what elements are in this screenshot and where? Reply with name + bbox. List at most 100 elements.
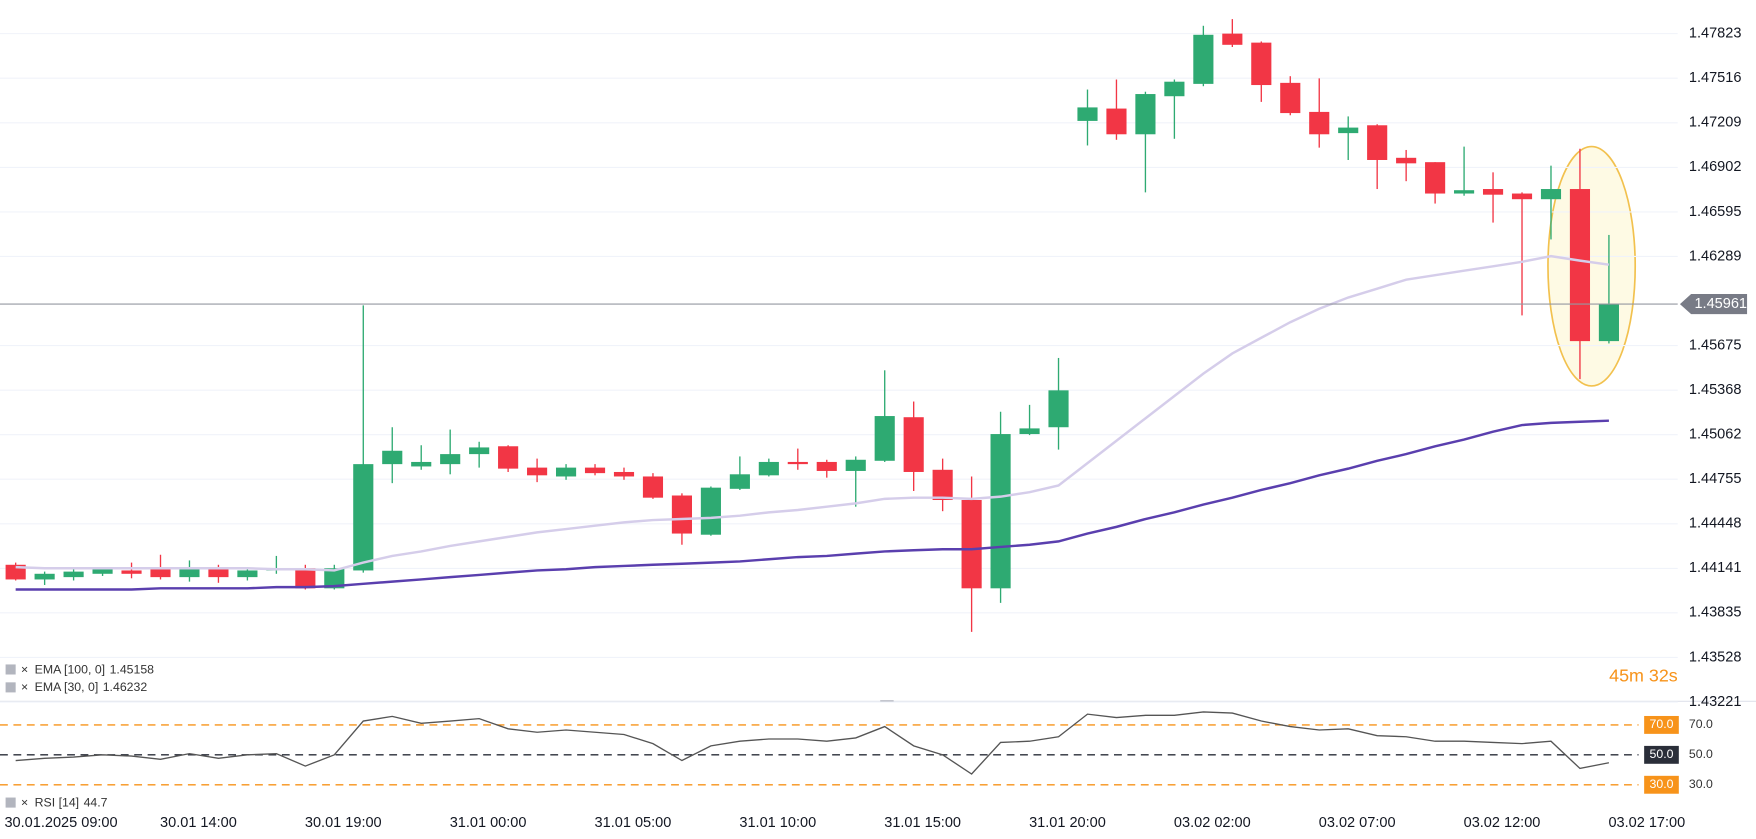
candle-body [932,469,953,501]
y-tick-label: 1.46289 [1689,248,1742,264]
ema-line [15,254,1610,572]
close-icon[interactable]: × [21,662,28,676]
y-tick-label: 70.0 [1689,717,1713,731]
x-tick-label: 31.01 10:00 [739,815,816,831]
candle-body [498,446,519,469]
candle-body [758,461,779,476]
x-tick-label: 03.02 02:00 [1174,815,1251,831]
candle-body [1396,157,1417,164]
candle-body [440,454,461,465]
legend-value: 1.46232 [103,680,148,694]
candle-body [1540,189,1562,200]
level-badge-label: 70.0 [1650,717,1674,731]
level-badge-label: 50.0 [1650,747,1674,761]
candle-body [63,571,84,578]
x-tick-label: 03.02 17:00 [1608,815,1685,831]
candle-body [382,450,403,465]
candle-body [150,569,171,578]
candle-body [845,459,866,471]
x-tick-label: 03.02 12:00 [1464,815,1541,831]
grid [0,33,1678,786]
candle-body [1077,107,1098,121]
y-tick-label: 1.43835 [1689,605,1742,621]
close-icon[interactable]: × [21,795,28,809]
y-tick-label: 1.47823 [1689,25,1742,41]
candle-body [671,495,692,534]
candle-body [411,461,432,467]
x-tick-label: 31.01 20:00 [1029,815,1106,831]
candle-body [584,467,606,474]
x-tick-label: 31.01 05:00 [595,815,672,831]
rsi-line [15,711,1610,775]
price-badge-label: 1.45961 [1694,296,1747,312]
candle-body [34,573,55,580]
y-tick-label: 1.45368 [1689,382,1742,398]
candle-body [1135,94,1156,135]
candle-body [903,417,924,472]
level-badge [1644,715,1679,734]
candle-body [1106,108,1127,135]
candle-body [1598,304,1619,342]
y-tick-label: 1.44448 [1689,516,1742,532]
x-tick-label: 30.01 19:00 [305,815,382,831]
y-tick-label: 1.45062 [1689,426,1742,442]
candle-body [208,567,229,578]
x-tick-label: 03.02 07:00 [1319,815,1396,831]
x-tick-label: 30.01 14:00 [160,815,237,831]
y-tick-label: 1.46902 [1689,159,1742,175]
y-tick-label: 1.44755 [1689,471,1742,487]
overlay: 1.47823 1.47516 1.47209 1.46902 1.46595 1.462… [0,25,1748,831]
candle-body [527,467,548,476]
y-tick-label: 1.47209 [1689,115,1742,131]
candle-body [121,570,142,574]
settings-icon[interactable] [5,682,16,693]
highlight-ellipse [1547,145,1637,387]
level-badge [1644,775,1679,794]
y-tick-label: 1.45675 [1689,337,1742,353]
settings-icon[interactable] [5,797,16,808]
candle-body [961,500,982,589]
candle-body [613,471,635,477]
level-badge [1644,745,1679,764]
y-tick-label: 50.0 [1689,747,1713,761]
x-tick-label: 31.01 15:00 [884,815,961,831]
y-tick-label: 1.43221 [1689,694,1742,710]
candle-body [179,569,200,578]
candle-body [237,570,258,578]
candle-body [1482,189,1504,195]
candle-body [1511,193,1533,200]
close-icon[interactable]: × [21,680,28,694]
candle-body [469,447,490,455]
price-badge [1679,294,1748,315]
candle-body [1019,428,1040,435]
candle-body [1048,390,1069,428]
candle-body [1309,111,1330,135]
candle-body [816,461,837,471]
candle-body [1164,81,1185,97]
candle-body [1425,162,1446,194]
y-tick-label: 1.43528 [1689,649,1742,665]
candle-body [1338,127,1359,134]
plot [5,19,1619,775]
countdown: 45m 32s [1609,665,1678,685]
x-tick-label: 30.01.2025 09:00 [4,815,117,831]
candle-body [990,434,1011,589]
candle-body [1569,189,1591,342]
level-badge-label: 30.0 [1650,777,1674,791]
settings-icon[interactable] [5,664,16,675]
legend-name: EMA [30, 0] [35,680,99,694]
y-tick-label: 1.47516 [1689,70,1742,86]
legend-value: 1.45158 [110,662,155,676]
y-tick-label: 1.46595 [1689,204,1742,220]
candle-body [1454,190,1475,194]
y-tick-label: 1.44141 [1689,560,1742,576]
candle-body [1251,42,1272,86]
legend-name: RSI [14] [35,795,79,809]
candle-body [874,416,895,461]
candle-body [1193,34,1214,84]
candle-body [642,476,664,498]
legend-name: EMA [100, 0] [35,662,105,676]
candle-body [729,474,750,489]
legend-value: 44.7 [84,795,108,809]
